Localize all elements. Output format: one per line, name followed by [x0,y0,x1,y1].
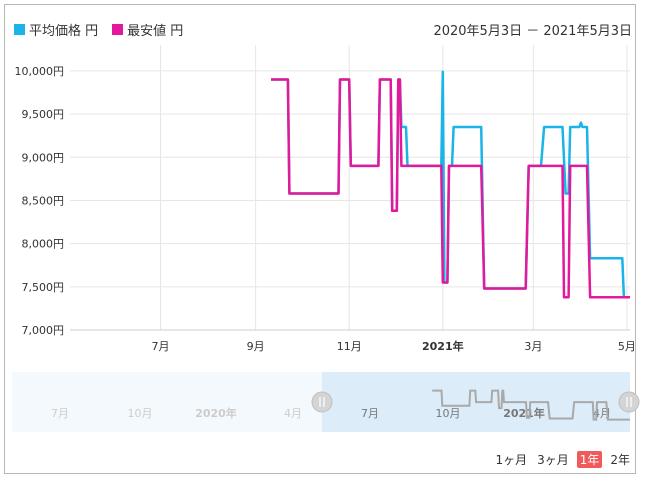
date-range-label: 2020年5月3日 － 2021年5月3日 [433,24,632,39]
y-tick-label: 8,000円 [22,238,65,251]
x-tick-label: 7月 [152,340,170,353]
legend: 平均価格 円 最安値 円 [14,20,191,39]
y-tick-label: 7,000円 [22,324,65,337]
zoom-buttons: 1ヶ月 3ヶ月 1年 2年 [493,451,632,468]
navigator-right-handle[interactable] [618,391,640,413]
legend-swatch-lowest [112,24,124,35]
average-price-line [271,70,630,299]
navigator-left-handle[interactable] [311,391,333,413]
navigator-label: 2021年 [503,406,545,420]
x-tick-label: 5月 [618,340,636,353]
navigator-handle-knob [311,391,333,413]
navigator[interactable]: 7月 10月 2020年 4月 7月 10月 2021年 4月 [12,372,640,432]
x-tick-label: 3月 [524,340,542,353]
navigator-label: 10月 [436,407,461,420]
y-tick-label: 10,000円 [15,65,65,78]
zoom-1-year-button[interactable]: 1年 [576,451,603,468]
x-tick-label: 2021年 [422,339,464,353]
navigator-handle-knob [618,391,640,413]
navigator-series-line [432,389,630,421]
zoom-2-year-button[interactable]: 2年 [610,453,630,467]
y-tick-label: 8,500円 [22,194,65,207]
navigator-label: 7月 [51,407,69,420]
navigator-label: 7月 [361,407,379,420]
legend-label-average: 平均価格 円 [29,24,99,39]
y-tick-label: 9,000円 [22,151,65,164]
series-layer [271,70,630,299]
legend-item-average[interactable]: 平均価格 円 [14,20,98,39]
navigator-label: 4月 [284,407,302,420]
legend-swatch-average [14,24,25,35]
x-tick-label: 11月 [337,340,362,353]
axis-layer: 7,000円 7,500円 8,000円 8,500円 9,000円 9,500円 10,0… [15,65,636,353]
lowest-price-line [271,78,630,299]
zoom-3-month-button[interactable]: 3ヶ月 [537,453,569,467]
x-tick-label: 9月 [247,340,265,353]
legend-item-lowest[interactable]: 最安値 円 [112,20,183,39]
navigator-label: 10月 [128,407,153,420]
zoom-1-month-button[interactable]: 1ヶ月 [495,453,528,467]
y-tick-label: 9,500円 [22,108,65,121]
legend-label-lowest: 最安値 円 [127,24,184,39]
navigator-label: 2020年 [195,406,237,420]
y-tick-label: 7,500円 [22,281,65,294]
